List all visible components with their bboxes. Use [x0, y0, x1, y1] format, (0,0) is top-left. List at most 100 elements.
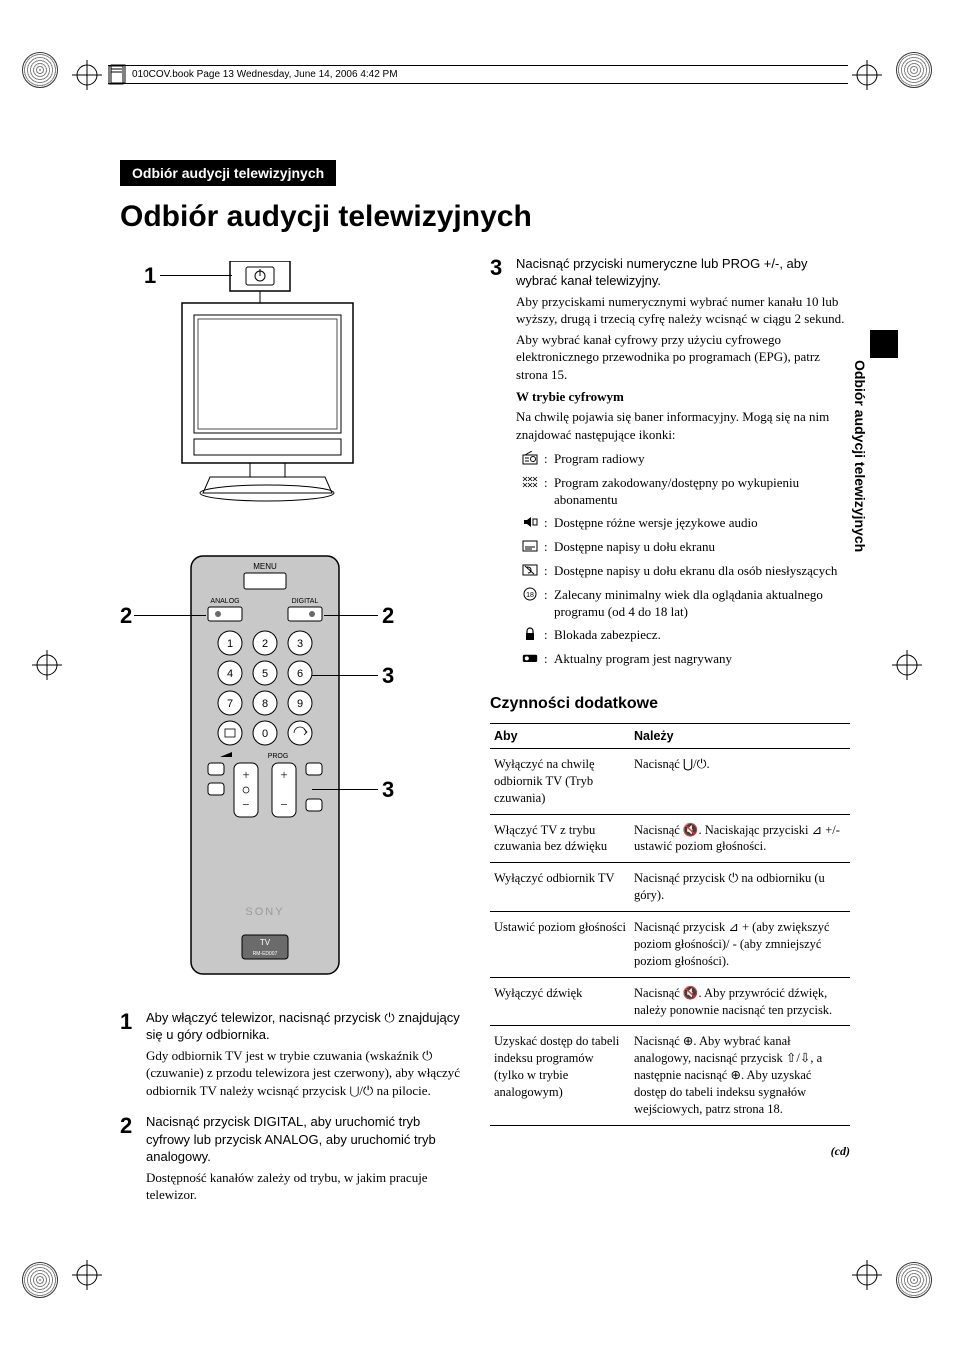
svg-text:ANALOG: ANALOG	[210, 598, 239, 605]
crop-ornament-bl	[22, 1262, 58, 1298]
crop-ornament-tr	[896, 52, 932, 88]
svg-text:8: 8	[262, 698, 268, 710]
crop-ornament-br	[896, 1262, 932, 1298]
step-3-lead: Nacisnąć przyciski numeryczne lub PROG +…	[516, 255, 850, 290]
subtitles-icon	[516, 539, 544, 557]
table-cell-action: Wyłączyć odbiornik TV	[490, 863, 630, 912]
svg-text:RM-ED007: RM-ED007	[253, 951, 278, 957]
table-cell-instruction: Nacisnąć ⋃/⏻.	[630, 748, 850, 814]
step-2-follow: Dostępność kanałów zależy od trybu, w ja…	[146, 1169, 460, 1204]
side-section-label: Odbiór audycji telewizyjnych	[852, 360, 868, 552]
svg-text:1: 1	[227, 638, 233, 650]
table-cell-action: Wyłączyć na chwilę odbiornik TV (Tryb cz…	[490, 748, 630, 814]
table-cell-instruction: Nacisnąć 🔇. Naciskając przyciski ⊿ +/-us…	[630, 814, 850, 863]
callout-2-left-line	[134, 615, 206, 617]
actions-table: Aby Należy Wyłączyć na chwilę odbiornik …	[490, 723, 850, 1126]
callout-3a-line	[312, 675, 378, 677]
registration-mark-tl	[72, 60, 102, 90]
step-1-lead: Aby włączyć telewizor, nacisnąć przycisk…	[146, 1009, 460, 1044]
icon-desc: Program radiowy	[554, 451, 850, 468]
source-file-header: 010COV.book Page 13 Wednesday, June 14, …	[108, 65, 848, 84]
tv-illustration	[180, 261, 355, 506]
svg-text:2: 2	[262, 638, 268, 650]
icon-desc: Program zakodowany/dostępny po wykupieni…	[554, 475, 850, 509]
step-1-num: 1	[120, 1009, 146, 1100]
svg-text:7: 7	[227, 698, 233, 710]
colon: :	[544, 515, 554, 531]
callout-1-line	[160, 275, 232, 277]
svg-text:SONY: SONY	[245, 906, 284, 918]
step-2-lead: Nacisnąć przycisk DIGITAL, aby uruchomić…	[146, 1113, 460, 1166]
page-title: Odbiór audycji telewizyjnych	[120, 200, 850, 235]
equipment-diagram: 1 MENU ANALOG DIGITAL	[120, 255, 460, 995]
icon-row: :Dostępne różne wersje językowe audio	[516, 515, 850, 533]
step-2-num: 2	[120, 1113, 146, 1204]
callout-2-right: 2	[382, 603, 394, 629]
icon-desc: Dostępne napisy u dołu ekranu	[554, 539, 850, 556]
table-cell-instruction: Nacisnąć przycisk ⏻ na odbiorniku (u gór…	[630, 863, 850, 912]
registration-mark-tr	[852, 60, 882, 90]
registration-mark-br2	[852, 1260, 882, 1290]
colon: :	[544, 587, 554, 603]
table-row: Wyłączyć dźwiękNacisnąć 🔇. Aby przywróci…	[490, 977, 850, 1026]
continued-marker: (cd)	[490, 1144, 850, 1159]
svg-text:PROG: PROG	[268, 753, 289, 760]
table-cell-instruction: Nacisnąć 🔇. Aby przywrócić dźwięk, należ…	[630, 977, 850, 1026]
icon-row: :Dostępne napisy u dołu ekranu	[516, 539, 850, 557]
svg-text:−: −	[280, 797, 287, 812]
icon-desc: Dostępne napisy u dołu ekranu dla osób n…	[554, 563, 850, 580]
crop-ornament-tl	[22, 52, 58, 88]
table-cell-action: Ustawić poziom głośności	[490, 912, 630, 978]
icon-desc: Dostępne różne wersje językowe audio	[554, 515, 850, 532]
svg-text:0: 0	[262, 728, 268, 740]
side-black-tab	[870, 330, 898, 358]
lock-icon	[516, 627, 544, 645]
table-cell-action: Uzyskać dostęp do tabeli indeksu program…	[490, 1026, 630, 1125]
svg-text:DIGITAL: DIGITAL	[292, 598, 319, 605]
icon-desc: Blokada zabezpiecz.	[554, 627, 850, 644]
table-header-aby: Aby	[490, 723, 630, 748]
table-row: Włączyć TV z trybu czuwania bez dźwiękuN…	[490, 814, 850, 863]
additional-heading: Czynności dodatkowe	[490, 695, 850, 713]
table-row: Ustawić poziom głośnościNacisnąć przycis…	[490, 912, 850, 978]
table-cell-instruction: Nacisnąć ⊕. Aby wybrać kanał analogowy, …	[630, 1026, 850, 1125]
radio-icon	[516, 451, 544, 469]
icon-row: :Aktualny program jest nagrywany	[516, 651, 850, 669]
svg-text:+: +	[280, 767, 287, 782]
rec-icon	[516, 651, 544, 669]
svg-text:9: 9	[297, 698, 303, 710]
icon-row: :Program radiowy	[516, 451, 850, 469]
source-file-text: 010COV.book Page 13 Wednesday, June 14, …	[132, 69, 398, 80]
age-icon: 18	[516, 587, 544, 605]
callout-3b-line	[312, 789, 378, 791]
table-header-nalezy: Należy	[630, 723, 850, 748]
callout-3a: 3	[382, 663, 394, 689]
icon-row: :Program zakodowany/dostępny po wykupien…	[516, 475, 850, 509]
table-row: Wyłączyć na chwilę odbiornik TV (Tryb cz…	[490, 748, 850, 814]
registration-mark-bl2	[72, 1260, 102, 1290]
section-tag: Odbiór audycji telewizyjnych	[120, 160, 336, 186]
registration-mark-right	[892, 650, 922, 680]
colon: :	[544, 563, 554, 579]
svg-text:18: 18	[526, 592, 534, 599]
svg-text:6: 6	[297, 668, 303, 680]
step-3: 3 Nacisnąć przyciski numeryczne lub PROG…	[490, 255, 850, 675]
banner-icons-list: :Program radiowy:Program zakodowany/dost…	[516, 451, 850, 669]
table-cell-action: Wyłączyć dźwięk	[490, 977, 630, 1026]
digital-mode-heading: W trybie cyfrowym	[516, 389, 850, 405]
svg-text:3: 3	[297, 638, 303, 650]
callout-1: 1	[144, 263, 156, 289]
svg-text:MENU: MENU	[253, 562, 277, 571]
table-row: Uzyskać dostęp do tabeli indeksu program…	[490, 1026, 850, 1125]
step-2: 2 Nacisnąć przycisk DIGITAL, aby uruchom…	[120, 1113, 460, 1204]
scrambled-icon	[516, 475, 544, 493]
svg-text:TV: TV	[260, 938, 271, 947]
digital-mode-text: Na chwilę pojawia się baner informacyjny…	[516, 408, 850, 443]
svg-text:−: −	[242, 797, 249, 812]
step-1-follow: Gdy odbiornik TV jest w trybie czuwania …	[146, 1047, 460, 1100]
colon: :	[544, 539, 554, 555]
icon-row: :Blokada zabezpiecz.	[516, 627, 850, 645]
hoh-icon	[516, 563, 544, 581]
icon-desc: Aktualny program jest nagrywany	[554, 651, 850, 668]
icon-row: 18:Zalecany minimalny wiek dla oglądania…	[516, 587, 850, 621]
